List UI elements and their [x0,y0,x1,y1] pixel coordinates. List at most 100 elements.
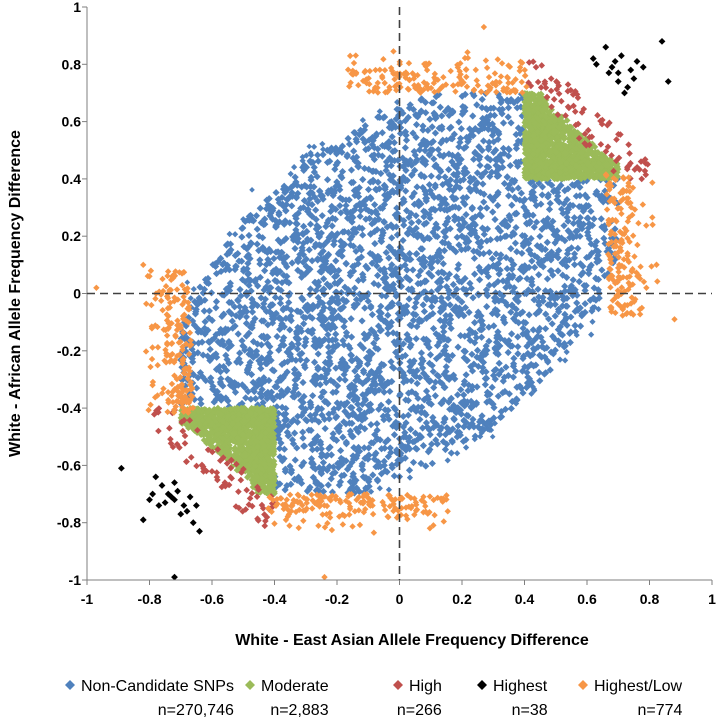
point-non-candidate-snps [347,333,356,341]
point-non-candidate-snps [482,342,490,350]
point-non-candidate-snps [338,142,347,150]
point-non-candidate-snps [337,454,345,462]
point-non-candidate-snps [435,372,443,380]
point-moderate [545,124,553,132]
point-non-candidate-snps [429,367,437,376]
point-non-candidate-snps [340,418,348,426]
point-non-candidate-snps [306,285,315,293]
point-non-candidate-snps [447,449,455,457]
point-non-candidate-snps [514,350,522,358]
point-non-candidate-snps [587,240,595,248]
point-non-candidate-snps [494,392,502,400]
point-non-candidate-snps [429,413,437,422]
point-non-candidate-snps [419,369,428,377]
point-non-candidate-snps [544,251,552,260]
point-moderate [270,457,278,465]
point-non-candidate-snps [442,200,451,208]
point-non-candidate-snps [248,324,256,332]
point-non-candidate-snps [404,230,412,238]
point-non-candidate-snps [262,359,270,367]
point-non-candidate-snps [443,424,451,432]
point-non-candidate-snps [379,275,387,283]
point-non-candidate-snps [479,180,487,188]
point-non-candidate-snps [528,275,536,283]
point-non-candidate-snps [499,119,508,127]
point-non-candidate-snps [501,337,509,345]
point-non-candidate-snps [190,371,198,379]
point-non-candidate-snps [273,332,281,341]
point-non-candidate-snps [410,231,418,239]
point-non-candidate-snps [425,211,433,219]
point-non-candidate-snps [557,234,566,242]
point-non-candidate-snps [430,155,438,163]
point-non-candidate-snps [546,301,555,310]
point-non-candidate-snps [481,168,489,176]
point-non-candidate-snps [343,209,351,217]
point-non-candidate-snps [360,197,368,205]
point-non-candidate-snps [222,241,231,249]
point-non-candidate-snps [434,193,442,201]
point-moderate [584,151,592,158]
point-non-candidate-snps [455,241,463,249]
point-non-candidate-snps [367,406,376,414]
point-non-candidate-snps [478,146,486,155]
point-non-candidate-snps [567,328,575,336]
point-non-candidate-snps [493,264,501,273]
point-non-candidate-snps [308,257,316,265]
point-non-candidate-snps [393,105,401,113]
point-non-candidate-snps [476,276,484,284]
point-non-candidate-snps [419,154,427,162]
point-non-candidate-snps [496,413,504,421]
point-non-candidate-snps [415,202,423,210]
point-non-candidate-snps [230,303,239,311]
point-non-candidate-snps [307,149,314,157]
point-non-candidate-snps [412,112,420,120]
point-non-candidate-snps [527,360,535,369]
point-non-candidate-snps [594,275,603,284]
point-non-candidate-snps [334,299,342,307]
point-non-candidate-snps [304,267,312,275]
point-non-candidate-snps [354,443,363,452]
point-non-candidate-snps [564,227,572,235]
point-non-candidate-snps [507,119,515,127]
point-non-candidate-snps [320,388,328,396]
point-non-candidate-snps [441,107,449,116]
point-non-candidate-snps [330,435,338,443]
point-non-candidate-snps [339,303,347,311]
point-non-candidate-snps [269,396,278,404]
point-non-candidate-snps [454,450,461,457]
point-non-candidate-snps [541,245,549,254]
point-non-candidate-snps [421,258,429,266]
point-non-candidate-snps [422,373,431,381]
point-non-candidate-snps [504,113,512,121]
point-non-candidate-snps [485,138,493,146]
point-non-candidate-snps [336,478,345,486]
point-non-candidate-snps [558,259,566,267]
point-non-candidate-snps [291,164,298,171]
point-non-candidate-snps [373,476,381,484]
point-non-candidate-snps [432,220,440,228]
point-non-candidate-snps [563,250,572,258]
point-moderate [568,136,576,143]
point-non-candidate-snps [241,383,249,392]
point-non-candidate-snps [479,358,488,366]
point-non-candidate-snps [527,250,535,258]
point-non-candidate-snps [320,304,328,312]
point-non-candidate-snps [518,231,526,240]
point-non-candidate-snps [293,476,301,484]
point-non-candidate-snps [529,383,536,390]
point-non-candidate-snps [411,151,419,159]
point-non-candidate-snps [314,255,322,263]
point-non-candidate-snps [299,378,307,387]
point-non-candidate-snps [509,373,517,381]
point-non-candidate-snps [312,343,320,352]
point-non-candidate-snps [348,233,356,241]
point-non-candidate-snps [371,201,379,209]
point-non-candidate-snps [293,345,302,353]
point-non-candidate-snps [342,196,350,204]
point-non-candidate-snps [548,320,556,328]
point-non-candidate-snps [401,429,409,437]
point-non-candidate-snps [486,193,494,201]
point-non-candidate-snps [492,192,500,200]
point-non-candidate-snps [262,390,270,398]
